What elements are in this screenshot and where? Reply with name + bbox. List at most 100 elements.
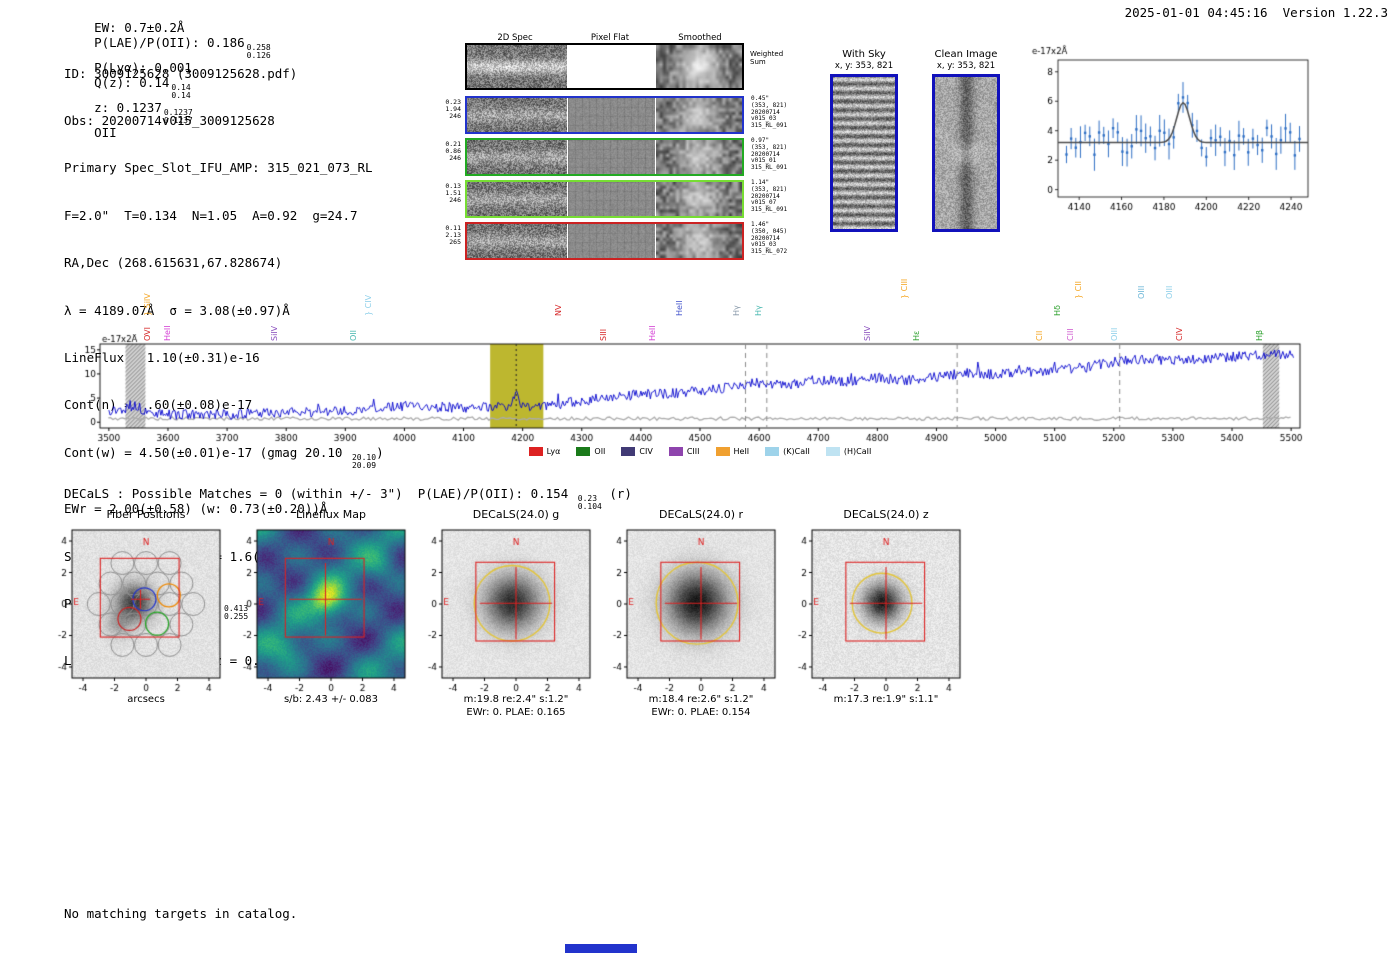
legend-item: (K)CaII [765,447,810,456]
decals-r-canvas [601,524,801,696]
clean-image-title: Clean Image [934,49,998,60]
row-pixelflat-canvas [568,140,655,174]
gmag-sub: 20.09 [351,460,377,470]
emission-line-label: SiIV [863,325,873,341]
legend-swatch [528,447,543,456]
fiber-positions-canvas [46,524,246,696]
clean-image-canvas [935,77,997,229]
cutout-caption-lineflux: s/b: 2.43 +/- 0.083 [283,694,379,705]
plae-sup: 0.258 [246,43,271,52]
row-smoothed-canvas [656,224,742,258]
summary-ew: EW: 0.7±0.2Å [94,20,185,35]
qz-sup: 0.14 [171,83,191,92]
emission-line-label: Hε [911,330,921,341]
legend-item: Lyα [528,447,561,456]
timestamp: 2025-01-01 04:45:16 [1124,5,1268,20]
z-sup: 0.1237 [163,108,193,117]
legend-label: CIV [639,447,653,456]
summary-z: z: 0.1237 0.1237 0.1237 [94,100,193,125]
emission-line-label: OIII [1137,285,1147,299]
legend-item: CIV [621,447,653,456]
with-sky-subtitle: x, y: 353, 821 [834,61,894,71]
weighted-smoothed-canvas [656,45,742,88]
z-range: 0.1237 0.1237 [164,109,193,125]
emission-line-label: HeII [675,300,685,316]
info-line-radec: RA,Dec (268.615631,67.828674) [64,255,283,271]
decals-post: (r) [601,486,632,501]
weighted-sum-label: Weighted Sum [750,50,784,66]
row-2dspec-canvas [467,98,567,132]
info-line-f: F=2.0" T=0.134 N=1.05 A=0.92 g=24.7 [64,207,358,223]
legend-swatch [715,447,730,456]
qz-sub: 0.14 [171,91,191,100]
legend-item: CIII [668,447,700,456]
spec2d-row [465,138,744,176]
decals-sub: 0.104 [577,502,602,511]
clean-image-subtitle: x, y: 353, 821 [936,61,996,71]
legend-label: OII [594,447,606,456]
row-pixelflat-canvas [568,98,655,132]
cutout-title-fiber: Fiber Positions [106,508,186,521]
emission-line-label: SiIV [270,325,280,341]
decals-g-canvas [416,524,616,696]
row-right-label: 0.45" (353, 821) 20200714 v015_03 315_RL… [751,95,788,130]
row-left-label: 0.13 1.51 246 [445,182,461,205]
spec2d-weighted-row [465,43,744,90]
summary-plae-poii: P(LAE)/P(OII): 0.186 0.258 0.126 [94,35,271,60]
cutout-xlabel: arcsecs [127,694,165,705]
legend-label: CIII [686,447,700,456]
emission-line-label: HeII [162,325,172,341]
row-pixelflat-canvas [568,224,655,258]
emission-line-label: SIII [598,328,608,341]
row-pixelflat-canvas [568,182,655,216]
legend-item: OII [576,447,605,456]
lineflux-map-canvas [231,524,431,696]
emission-line-label: } CIII [899,278,909,299]
cutout-title-lineflux: Lineflux Map [295,508,367,521]
emission-line-label: CIV [1175,327,1185,341]
row-2dspec-canvas [467,182,567,216]
info-line-contw: Cont(w) = 4.50(±0.01)e-17 (gmag 20.10 20… [64,445,384,470]
emission-line-label: Hβ [1254,329,1264,341]
row-right-label: 1.14" (353, 821) 20200714 v015_07 315_RL… [751,179,788,214]
col-header-smoothed: Smoothed [678,33,722,43]
cutout-caption-r1: m:18.4 re:2.6" s:1.2" [648,694,754,705]
row-smoothed-canvas [656,140,742,174]
with-sky-title: With Sky [842,49,886,60]
legend-swatch [576,447,591,456]
spectrum-legend: Lyα OII CIV CIII HeII (K)CaII (H)CaII [84,447,1316,456]
legend-swatch [668,447,683,456]
emission-line-label: HeII [647,325,657,341]
row-smoothed-canvas [656,182,742,216]
emission-line-label: NV [554,304,564,316]
emission-line-label: Hδ [1052,305,1062,316]
emission-line-label: OVI [143,327,153,341]
timestamp-version: 2025-01-01 04:45:16 Version 1.22.3 [1125,5,1388,20]
clean-image-panel [932,74,1000,232]
plae-value: P(LAE)/P(OII): 0.186 [94,35,245,50]
legend-label: Lyα [546,447,561,456]
col-header-pixelflat: Pixel Flat [590,33,630,43]
spec2d-row [465,222,744,260]
footer-line-1: No matching targets in catalog. [64,906,298,921]
row-right-label: 1.46" (350, 045) 20200714 v015_03 315_RL… [751,221,788,256]
legend-swatch [621,447,636,456]
legend-item: HeII [715,447,750,456]
full-spectrum-chart [84,334,1316,446]
row-smoothed-canvas [656,98,742,132]
header-summary: EW: 0.7±0.2Å P(LAE)/P(OII): 0.186 0.258 0.… [64,5,287,155]
row-left-label: 0.23 1.94 246 [445,98,461,121]
emission-line-label: OIII [1110,327,1120,341]
row-2dspec-canvas [467,140,567,174]
cutout-caption-g1: m:19.8 re:2.4" s:1.2" [463,694,569,705]
qz-value: Q(z): 0.14 [94,75,170,90]
decals-matches-line: DECaLS : Possible Matches = 0 (within +/… [64,486,632,511]
info-line-lambda: λ = 4189.07Å σ = 3.08(±0.97)Å [64,302,290,318]
emission-line-label: OII [349,329,359,341]
row-2dspec-canvas [467,224,567,258]
legend-label: HeII [733,447,750,456]
legend-label: (H)CaII [843,447,872,456]
emission-line-label: } SiIV [143,293,153,316]
info-line-obs: Obs: 20200714v015_3009125628 [64,112,275,128]
